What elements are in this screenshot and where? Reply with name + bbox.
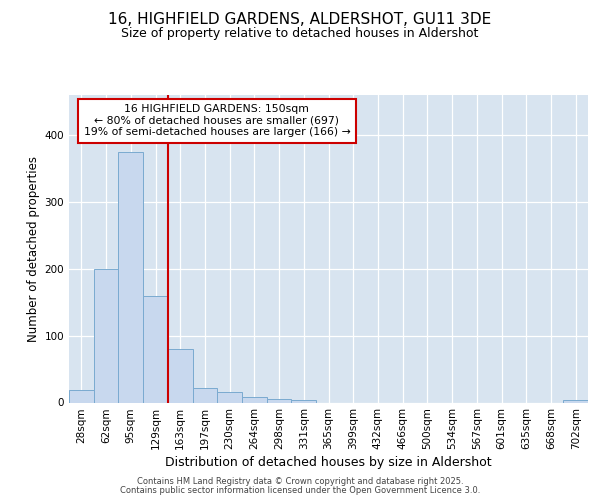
- Text: Size of property relative to detached houses in Aldershot: Size of property relative to detached ho…: [121, 27, 479, 40]
- Text: Contains public sector information licensed under the Open Government Licence 3.: Contains public sector information licen…: [120, 486, 480, 495]
- Bar: [193, 388, 217, 402]
- Bar: [217, 392, 242, 402]
- Text: 16, HIGHFIELD GARDENS, ALDERSHOT, GU11 3DE: 16, HIGHFIELD GARDENS, ALDERSHOT, GU11 3…: [109, 12, 491, 28]
- Bar: [563, 400, 588, 402]
- Bar: [292, 400, 316, 402]
- Bar: [267, 399, 292, 402]
- Bar: [143, 296, 168, 403]
- Y-axis label: Number of detached properties: Number of detached properties: [28, 156, 40, 342]
- Bar: [94, 269, 118, 402]
- Bar: [242, 397, 267, 402]
- Bar: [69, 390, 94, 402]
- Bar: [118, 152, 143, 403]
- Text: Contains HM Land Registry data © Crown copyright and database right 2025.: Contains HM Land Registry data © Crown c…: [137, 477, 463, 486]
- Text: 16 HIGHFIELD GARDENS: 150sqm
← 80% of detached houses are smaller (697)
19% of s: 16 HIGHFIELD GARDENS: 150sqm ← 80% of de…: [83, 104, 350, 138]
- X-axis label: Distribution of detached houses by size in Aldershot: Distribution of detached houses by size …: [165, 456, 492, 469]
- Bar: [168, 349, 193, 403]
